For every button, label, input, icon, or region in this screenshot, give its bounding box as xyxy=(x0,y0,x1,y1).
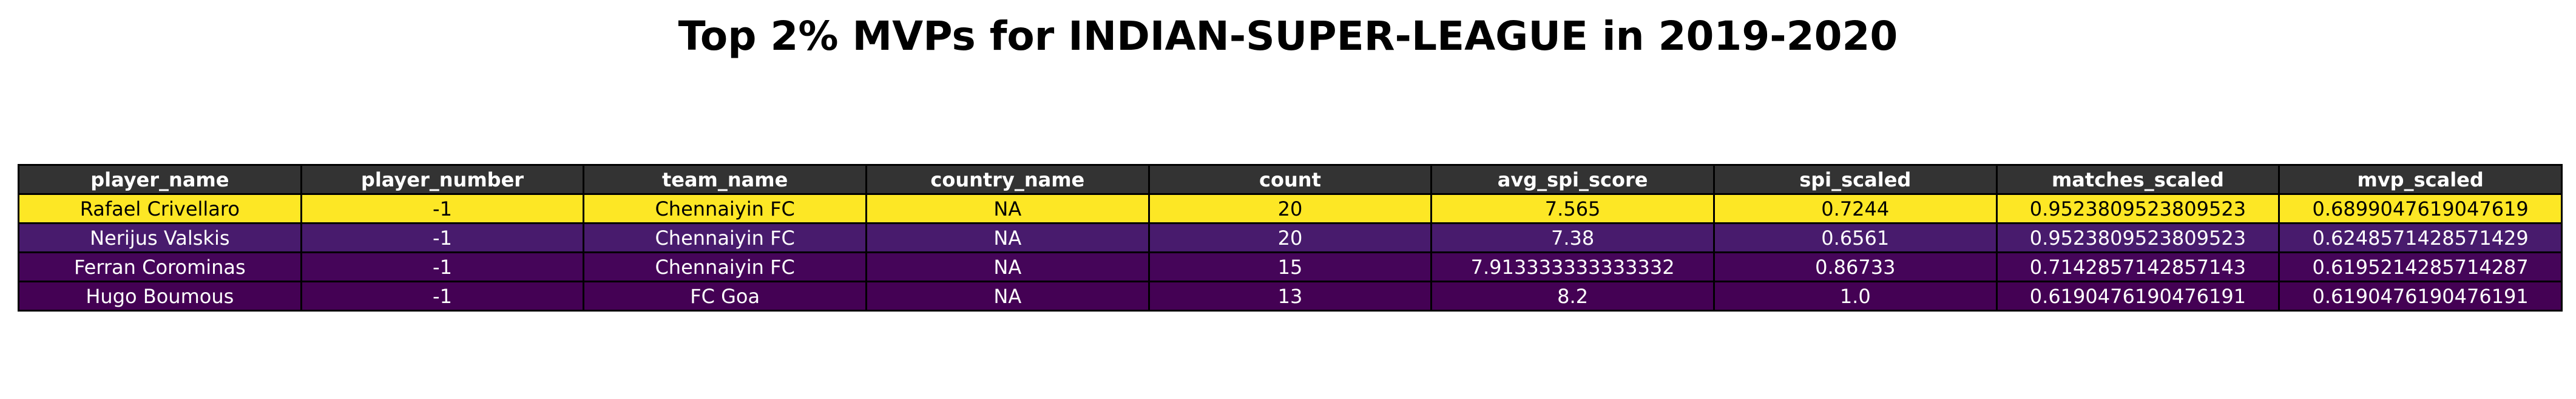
cell-country-name: NA xyxy=(865,222,1150,253)
cell-player-name: Ferran Corominas xyxy=(18,251,302,282)
column-header-team-name: team_name xyxy=(583,164,867,195)
cell-team-name: Chennaiyin FC xyxy=(583,251,867,282)
cell-count: 15 xyxy=(1148,251,1433,282)
cell-player-name: Nerijus Valskis xyxy=(18,222,302,253)
cell-player-number: -1 xyxy=(300,222,585,253)
cell-matches-scaled: 0.6190476190476191 xyxy=(1995,281,2280,312)
table-row: Hugo Boumous -1 FC Goa NA 13 8.2 1.0 0.61904761… xyxy=(18,281,2563,312)
cell-mvp-scaled: 0.6248571428571429 xyxy=(2278,222,2563,253)
cell-avg-spi-score: 7.913333333333332 xyxy=(1430,251,1715,282)
cell-matches-scaled: 0.9523809523809523 xyxy=(1995,193,2280,224)
cell-country-name: NA xyxy=(865,281,1150,312)
cell-player-name: Hugo Boumous xyxy=(18,281,302,312)
cell-mvp-scaled: 0.6899047619047619 xyxy=(2278,193,2563,224)
mvp-table: player_name player_number team_name country… xyxy=(18,164,2563,312)
cell-mvp-scaled: 0.6190476190476191 xyxy=(2278,281,2563,312)
table-body: Rafael Crivellaro -1 Chennaiyin FC NA 20 7.56… xyxy=(18,193,2563,312)
column-header-matches-scaled: matches_scaled xyxy=(1995,164,2280,195)
cell-spi-scaled: 1.0 xyxy=(1712,281,1998,312)
cell-player-name: Rafael Crivellaro xyxy=(18,193,302,224)
column-header-player-name: player_name xyxy=(18,164,302,195)
cell-player-number: -1 xyxy=(300,251,585,282)
cell-spi-scaled: 0.86733 xyxy=(1712,251,1998,282)
cell-avg-spi-score: 7.565 xyxy=(1430,193,1715,224)
column-header-count: count xyxy=(1148,164,1433,195)
cell-count: 20 xyxy=(1148,193,1433,224)
chart-title: Top 2% MVPs for INDIAN-SUPER-LEAGUE in 2… xyxy=(678,13,1898,60)
table-row: Rafael Crivellaro -1 Chennaiyin FC NA 20 7.56… xyxy=(18,193,2563,224)
cell-count: 20 xyxy=(1148,222,1433,253)
cell-player-number: -1 xyxy=(300,281,585,312)
cell-country-name: NA xyxy=(865,251,1150,282)
column-header-mvp-scaled: mvp_scaled xyxy=(2278,164,2563,195)
cell-matches-scaled: 0.7142857142857143 xyxy=(1995,251,2280,282)
table-row: Nerijus Valskis -1 Chennaiyin FC NA 20 7.38 0.… xyxy=(18,222,2563,253)
column-header-country-name: country_name xyxy=(865,164,1150,195)
column-header-spi-scaled: spi_scaled xyxy=(1712,164,1998,195)
cell-avg-spi-score: 8.2 xyxy=(1430,281,1715,312)
cell-matches-scaled: 0.9523809523809523 xyxy=(1995,222,2280,253)
cell-team-name: FC Goa xyxy=(583,281,867,312)
table-row: Ferran Corominas -1 Chennaiyin FC NA 15 7.913… xyxy=(18,251,2563,282)
cell-country-name: NA xyxy=(865,193,1150,224)
cell-spi-scaled: 0.6561 xyxy=(1712,222,1998,253)
cell-player-number: -1 xyxy=(300,193,585,224)
column-header-avg-spi-score: avg_spi_score xyxy=(1430,164,1715,195)
header-row: player_name player_number team_name country… xyxy=(18,164,2563,195)
cell-avg-spi-score: 7.38 xyxy=(1430,222,1715,253)
cell-team-name: Chennaiyin FC xyxy=(583,193,867,224)
cell-team-name: Chennaiyin FC xyxy=(583,222,867,253)
cell-spi-scaled: 0.7244 xyxy=(1712,193,1998,224)
cell-count: 13 xyxy=(1148,281,1433,312)
column-header-player-number: player_number xyxy=(300,164,585,195)
cell-mvp-scaled: 0.6195214285714287 xyxy=(2278,251,2563,282)
